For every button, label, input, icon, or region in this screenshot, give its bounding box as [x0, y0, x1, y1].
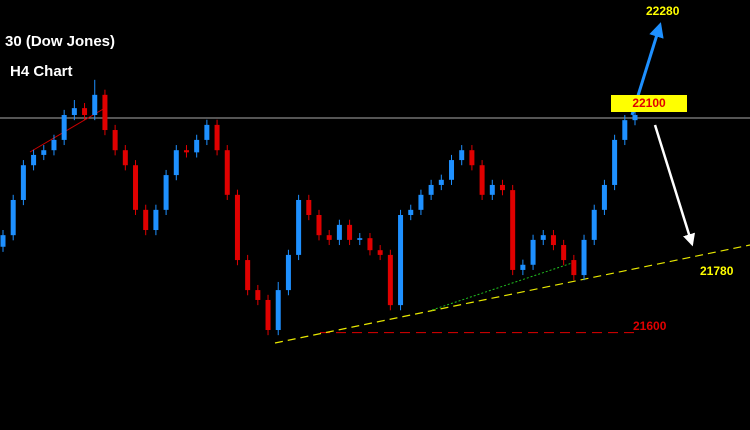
candle-body: [61, 115, 67, 140]
candle-body: [51, 139, 57, 151]
candle-body: [194, 139, 200, 153]
candle-body: [632, 115, 638, 121]
arrow-down: [653, 124, 695, 247]
candle-body: [31, 154, 37, 166]
candle-body: [92, 94, 98, 116]
candle-body: [20, 165, 26, 200]
candle-body: [285, 254, 291, 291]
candle-body: [469, 150, 475, 166]
candle-body: [173, 150, 179, 176]
candle-body: [550, 235, 556, 246]
level-label: 21780: [700, 264, 734, 278]
candle-body: [10, 199, 16, 236]
candle-body: [224, 150, 230, 195]
candle-body: [428, 184, 434, 195]
candle-body: [183, 150, 189, 153]
candle-body: [336, 224, 342, 240]
candle-body: [581, 239, 587, 276]
candle-body: [489, 184, 495, 195]
candle-body: [499, 184, 505, 191]
candle-body: [571, 260, 577, 276]
candle-body: [367, 238, 373, 251]
candle-body: [510, 190, 516, 270]
chart-subtitle: H4 Chart: [10, 63, 73, 80]
chart-title: 30 (Dow Jones): [5, 33, 115, 50]
candle-body: [153, 209, 159, 231]
candle-body: [245, 260, 251, 291]
candle-body: [255, 290, 261, 300]
candle-body: [143, 209, 149, 231]
candle-body: [408, 209, 414, 215]
candle-body: [591, 209, 597, 240]
trendline: [274, 244, 750, 344]
candle-body: [275, 290, 281, 331]
trendline-minor: [431, 261, 576, 311]
candle-body: [112, 130, 118, 151]
candle-body: [214, 124, 220, 151]
candle-body: [265, 299, 271, 331]
level-label: 22280: [646, 4, 680, 18]
candle-body: [204, 124, 210, 140]
candle-body: [0, 235, 6, 247]
candle-body: [398, 215, 404, 306]
level-label: 22100: [632, 96, 666, 110]
trendline-minor: [29, 107, 106, 153]
candle-body: [102, 94, 108, 131]
candle-body: [357, 238, 363, 240]
candle-body: [601, 184, 607, 210]
candle-body: [561, 245, 567, 261]
candle-body: [163, 175, 169, 210]
candle-body: [296, 199, 302, 255]
candle-body: [387, 254, 393, 306]
candle-body: [418, 194, 424, 210]
candle-body: [316, 215, 322, 236]
candle-body: [122, 150, 128, 166]
candle-body: [306, 199, 312, 215]
candle-body: [71, 108, 77, 116]
candle-body: [326, 235, 332, 240]
candle-body: [459, 150, 465, 161]
candle-body: [612, 139, 618, 185]
candle-body: [530, 239, 536, 265]
candle-body: [438, 179, 444, 185]
candle-body: [479, 165, 485, 195]
candle-body: [449, 160, 455, 180]
candle-body: [82, 108, 88, 116]
candle-body: [41, 150, 47, 155]
candle-body: [377, 250, 383, 255]
level-label: 21600: [633, 319, 667, 333]
candle-body: [540, 235, 546, 240]
level-label-box: [611, 95, 687, 112]
candle-body: [347, 224, 353, 240]
candle-body: [234, 194, 240, 261]
candle-body: [622, 120, 628, 140]
candle-body: [520, 264, 526, 270]
candle-body: [133, 165, 139, 210]
